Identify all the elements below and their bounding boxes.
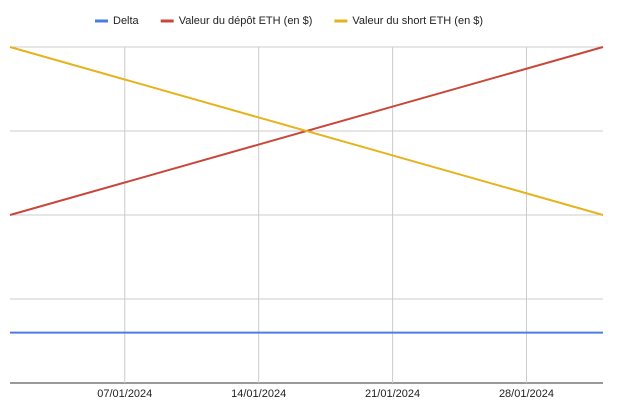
- legend-label: Delta: [113, 15, 140, 27]
- line: [9, 46, 604, 216]
- x-tick-label: 21/01/2024: [365, 388, 420, 400]
- legend-label: Valeur du dépôt ETH (en $): [179, 15, 313, 27]
- x-tick-label: 14/01/2024: [231, 388, 286, 400]
- x-tick-label: 28/01/2024: [499, 388, 554, 400]
- legend-label: Valeur du short ETH (en $): [352, 15, 483, 27]
- x-tick-label: 07/01/2024: [97, 388, 152, 400]
